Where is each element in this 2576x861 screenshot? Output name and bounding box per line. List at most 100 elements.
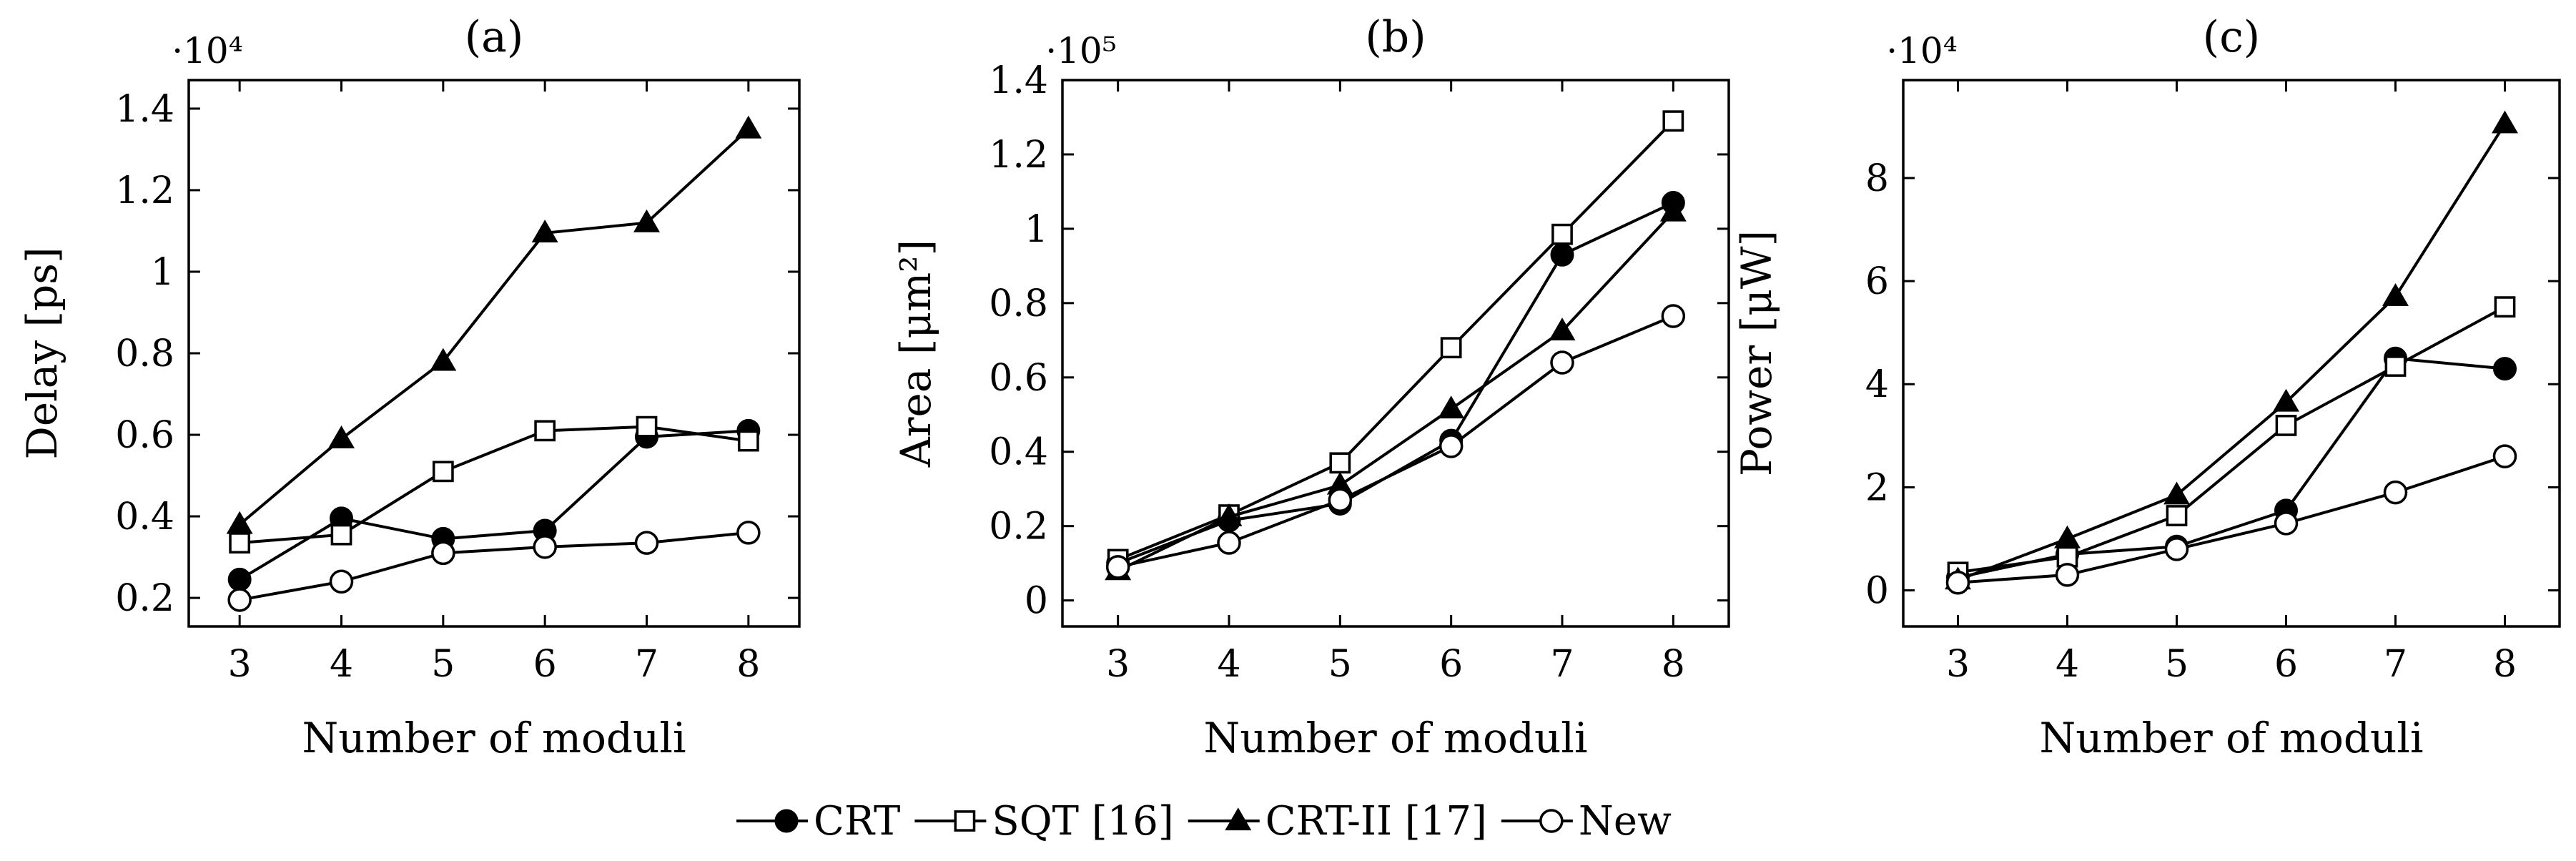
data-point	[1661, 304, 1686, 328]
x-tick-label: 8	[2493, 643, 2517, 686]
x-tick-label: 6	[533, 643, 557, 686]
data-point	[2492, 110, 2518, 134]
series-crt-ii-17	[1945, 110, 2518, 590]
data-point	[1105, 555, 1130, 579]
data-point	[534, 420, 556, 442]
series-crt-ii-17	[1105, 198, 1687, 581]
x-tick-label: 6	[1439, 643, 1463, 686]
x-tick-label: 8	[736, 643, 760, 686]
data-point	[737, 430, 759, 452]
legend-entry: CRT-II [17]	[1188, 798, 1487, 845]
data-point	[1440, 337, 1462, 359]
data-point	[2492, 444, 2517, 468]
x-tick-label: 3	[1946, 643, 1970, 686]
data-point	[329, 569, 354, 594]
legend-marker	[954, 810, 976, 832]
x-tick-label: 5	[2165, 643, 2188, 686]
x-tick-label: 5	[431, 643, 455, 686]
legend-marker	[774, 809, 799, 833]
x-tick-label: 3	[228, 643, 252, 686]
series-sqt-16	[1947, 296, 2516, 584]
legend: CRT SQT [16] CRT-II [17] New	[736, 798, 1672, 845]
y-tick-label: 1	[1025, 208, 1048, 251]
legend-marker	[1225, 807, 1252, 831]
x-tick-label: 7	[2384, 643, 2407, 686]
chart-panel-1: 3 4 5 6 7 8 0.2 0.4 0.6 0.8 1 1.2 1.4 (a) ·10⁴ Number o…	[18, 12, 801, 762]
x-tick-label: 4	[330, 643, 353, 686]
series-new	[1945, 444, 2517, 595]
y-tick-label: 0	[1025, 580, 1048, 623]
x-tick-label: 7	[635, 643, 658, 686]
data-point	[1438, 395, 1465, 419]
panel-title: (b)	[1365, 12, 1426, 62]
y-tick-label: 0.4	[115, 496, 174, 538]
series-line	[238, 127, 750, 526]
y-tick-label: 0.4	[989, 431, 1048, 474]
series-line	[1958, 455, 2506, 584]
legend-label: CRT-II [17]	[1265, 798, 1487, 845]
series-new	[227, 521, 761, 612]
series-crt	[227, 418, 761, 591]
x-tick-label: 4	[2056, 643, 2079, 686]
y-tick-label: 8	[1865, 157, 1889, 200]
y-tick-label: 4	[1865, 363, 1889, 406]
x-tick-label: 5	[1328, 643, 1352, 686]
y-tick-label: 0	[1865, 570, 1889, 613]
data-point	[1550, 242, 1574, 267]
legend-entry: SQT [16]	[914, 798, 1174, 845]
data-point	[2055, 563, 2080, 587]
y-tick-label: 0.8	[115, 333, 174, 375]
data-point	[1438, 434, 1464, 458]
data-point	[531, 220, 558, 242]
data-point	[2166, 505, 2188, 526]
y-tick-label: 1.2	[115, 169, 174, 212]
y-tick-label: 0.2	[115, 577, 174, 620]
series-line	[239, 429, 749, 581]
data-point	[1328, 488, 1353, 513]
y-axis-label: Area [μm²]	[892, 240, 940, 468]
data-point	[2383, 480, 2408, 505]
x-tick-label: 4	[1217, 643, 1240, 686]
series-line	[1117, 211, 1674, 572]
series-crt-ii-17	[226, 115, 762, 534]
legend-entry: New	[1501, 798, 1672, 845]
data-point	[1215, 503, 1243, 526]
y-axis-label: Delay [ps]	[18, 247, 66, 459]
y-tick-label: 1.4	[989, 59, 1048, 102]
data-point	[736, 521, 761, 545]
plot-frame	[1061, 79, 1730, 628]
data-point	[2054, 525, 2081, 548]
y-tick-label: 0.2	[989, 506, 1048, 548]
x-tick-label: 6	[2274, 643, 2298, 686]
x-tick-label: 7	[1550, 643, 1574, 686]
series-line	[1117, 201, 1674, 565]
x-tick-label: 8	[1662, 643, 1685, 686]
panel-title: (c)	[2203, 12, 2260, 62]
data-point	[227, 567, 252, 591]
y-axis-label: Power [μW]	[1732, 230, 1781, 476]
legend-label: CRT	[814, 798, 900, 845]
chart-panels: 3 4 5 6 7 8 0.2 0.4 0.6 0.8 1 1.2 1.4 (a) ·10⁴ Number o…	[18, 12, 2561, 762]
series-line	[239, 531, 749, 601]
y-tick-label: 0.6	[989, 357, 1048, 400]
axis-multiplier: ·10⁴	[172, 30, 243, 72]
series-line	[1117, 315, 1674, 569]
data-point	[2273, 388, 2299, 412]
data-point	[634, 531, 659, 555]
x-tick-label: 3	[1106, 643, 1130, 686]
data-point	[1551, 223, 1573, 245]
series-line	[1958, 305, 2506, 574]
data-point	[2163, 481, 2190, 505]
series-line	[1957, 123, 2507, 582]
y-tick-label: 0.8	[989, 282, 1048, 325]
axis-multiplier: ·10⁴	[1886, 30, 1958, 72]
data-point	[227, 588, 252, 612]
legend-label: New	[1579, 798, 1672, 845]
data-point	[226, 511, 253, 534]
legend-marker	[1539, 809, 1564, 833]
series-sqt-16	[229, 415, 759, 554]
y-tick-label: 6	[1865, 260, 1889, 303]
data-point	[330, 523, 352, 546]
series-line	[1117, 119, 1674, 561]
